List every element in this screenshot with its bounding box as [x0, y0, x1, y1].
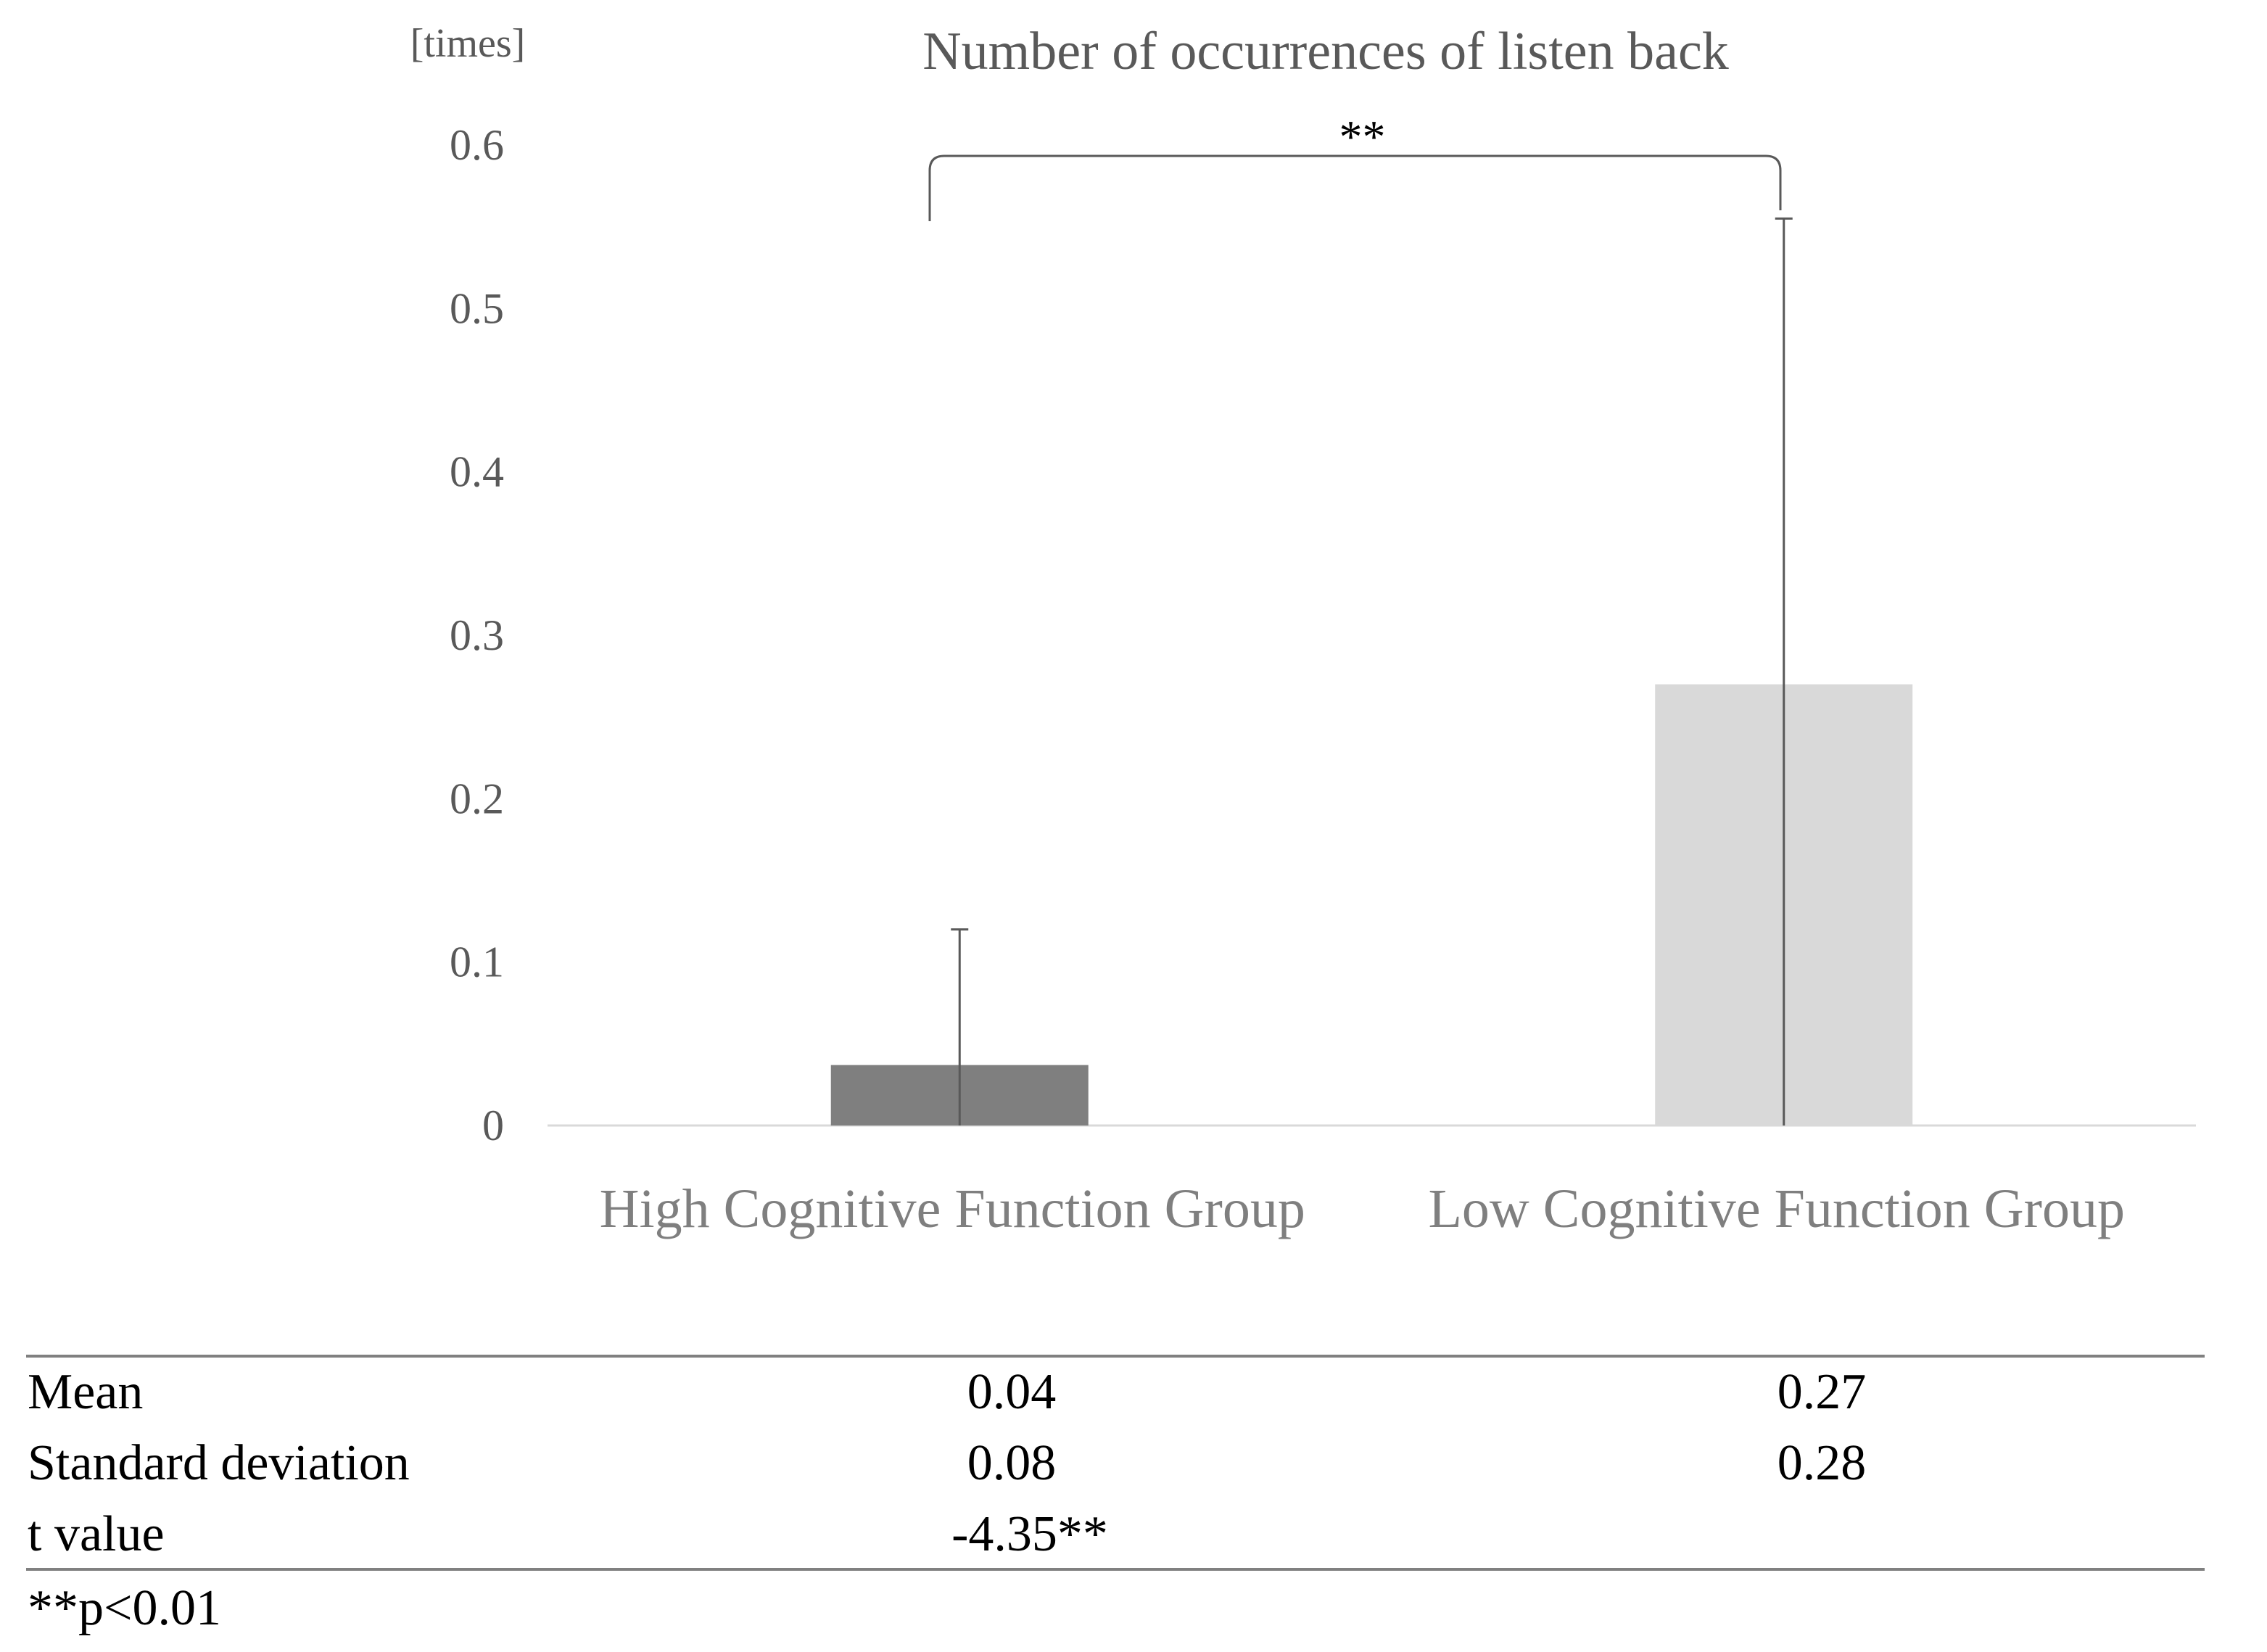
chart-title: Number of occurrences of listen back	[922, 22, 1729, 81]
table-row-sd-high: 0.08	[967, 1435, 1057, 1491]
table-row-mean-high: 0.04	[967, 1364, 1057, 1420]
y-tick-label: 0.5	[450, 284, 504, 332]
table-row-sd-label: Standard deviation	[28, 1435, 410, 1491]
category-label-0: High Cognitive Function Group	[600, 1178, 1305, 1239]
category-labels: High Cognitive Function Group Low Cogniti…	[600, 1178, 2125, 1239]
significance-label: **	[1339, 111, 1386, 162]
y-tick-label: 0.4	[450, 448, 504, 496]
table-row-sd-low: 0.28	[1777, 1435, 1867, 1491]
table-row-t-value: -4.35**	[951, 1506, 1108, 1562]
y-tick-label: 0.2	[450, 775, 504, 822]
error-bars	[951, 217, 1793, 1126]
table-footnote: **p<0.01	[28, 1580, 221, 1636]
y-tick-label: 0.3	[450, 611, 504, 659]
category-label-1: Low Cognitive Function Group	[1428, 1178, 2125, 1239]
table-row-mean-low: 0.27	[1777, 1364, 1867, 1420]
y-tick-label: 0	[482, 1102, 504, 1149]
significance-bracket	[928, 154, 1782, 221]
y-tick-labels: 0 0.1 0.2 0.3 0.4 0.5 0.6	[450, 121, 504, 1149]
y-unit-label: [times]	[410, 21, 526, 66]
bars	[830, 684, 1913, 1126]
y-tick-label: 0.1	[450, 938, 504, 986]
y-tick-label: 0.6	[450, 121, 504, 169]
table-row-t-label: t value	[28, 1506, 165, 1562]
table-row-mean-label: Mean	[28, 1364, 143, 1420]
